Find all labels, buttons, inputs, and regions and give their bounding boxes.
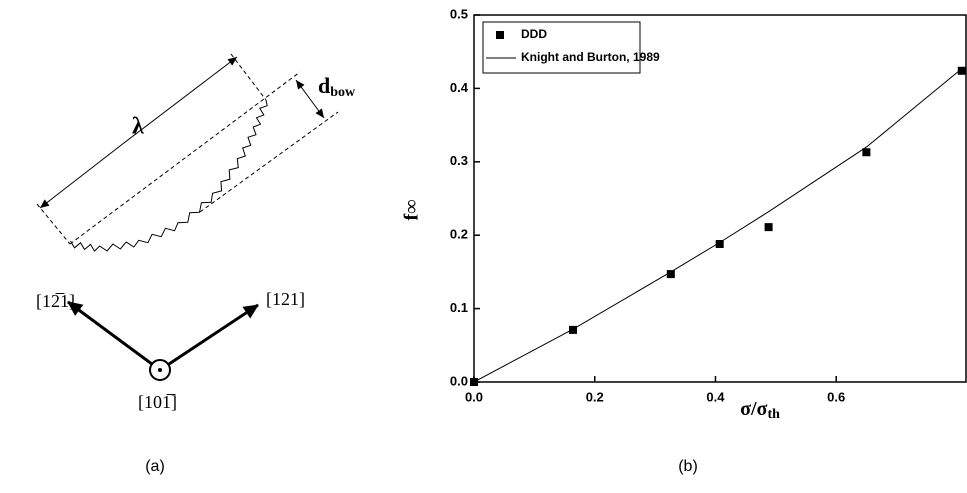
data-point bbox=[957, 66, 966, 75]
x-axis-label-main: σ/σ bbox=[740, 398, 767, 420]
x-tick-label: 0.4 bbox=[706, 389, 725, 404]
legend-label: DDD bbox=[521, 27, 547, 41]
data-point bbox=[666, 270, 675, 279]
panel-a: λ dbow [12̅1] [121] [101̅] (a) bbox=[36, 53, 356, 475]
direction-label: [101̅] bbox=[138, 392, 177, 412]
direction-arrow bbox=[159, 303, 259, 372]
legend-marker bbox=[496, 31, 504, 39]
x-tick-label: 0.0 bbox=[465, 389, 483, 404]
y-axis-label: f∞ bbox=[401, 200, 423, 221]
dislocation-line bbox=[70, 99, 268, 252]
legend-label: Knight and Burton, 1989 bbox=[521, 50, 660, 64]
caption: (b) bbox=[678, 458, 698, 475]
x-tick-label: 0.6 bbox=[827, 389, 845, 404]
direction-label: [121] bbox=[266, 289, 305, 309]
caption: (a) bbox=[145, 458, 165, 475]
y-tick-label: 0.1 bbox=[450, 300, 468, 315]
plot-frame bbox=[473, 14, 967, 383]
legend-box bbox=[482, 21, 641, 74]
chart: 0.0 0.1 0.2 0.3 0.4 0.5 0.0 0.2 0.4 0.6 σ/σth f∞ DDD… bbox=[401, 6, 967, 423]
y-tick-label: 0.0 bbox=[450, 373, 468, 388]
fit-line bbox=[473, 68, 963, 383]
dashed-guides bbox=[36, 53, 339, 245]
data-point bbox=[715, 240, 724, 249]
data-point bbox=[764, 223, 773, 232]
y-tick-label: 0.3 bbox=[450, 153, 468, 168]
lambda-arrow bbox=[119, 56, 238, 147]
x-tick-label: 0.2 bbox=[586, 389, 604, 404]
dbow-label: dbow bbox=[318, 73, 356, 100]
data-point bbox=[862, 148, 871, 157]
x-axis-label-sub: th bbox=[767, 407, 780, 422]
data-point bbox=[569, 325, 578, 334]
y-tick-label: 0.2 bbox=[450, 227, 468, 242]
dbow-arrow bbox=[295, 79, 311, 100]
lambda-arrow bbox=[39, 145, 121, 209]
direction-label: [12̅1] bbox=[36, 291, 75, 311]
out-of-plane-dot bbox=[158, 368, 162, 372]
y-tick-label: 0.5 bbox=[450, 6, 468, 21]
x-axis-label: σ/σth bbox=[740, 398, 780, 423]
direction-arrow bbox=[67, 300, 161, 372]
dbow-arrow bbox=[309, 98, 325, 119]
lambda-label: λ bbox=[132, 114, 144, 140]
y-tick-label: 0.4 bbox=[450, 80, 469, 95]
